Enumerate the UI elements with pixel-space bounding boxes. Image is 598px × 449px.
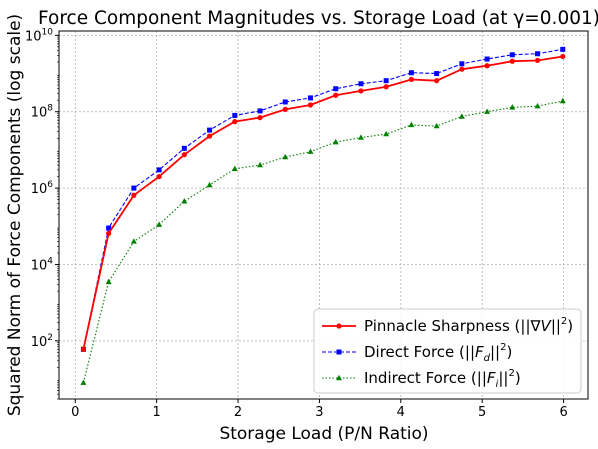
data-point — [408, 121, 415, 128]
data-point — [282, 153, 289, 160]
y-axis-ticks: 102 104 106 108 1010 — [25, 27, 59, 400]
data-point — [408, 70, 414, 76]
y-tick-label: 106 — [31, 180, 54, 197]
data-point — [535, 51, 541, 57]
data-point — [207, 127, 213, 133]
data-point — [383, 84, 389, 90]
data-point — [357, 134, 364, 140]
legend-marker — [336, 349, 342, 355]
data-point — [459, 66, 465, 72]
data-point — [484, 56, 490, 62]
data-point — [358, 88, 364, 94]
legend-label: Pinnacle Sharpness (||∇V||2) — [364, 316, 573, 335]
data-point — [458, 113, 465, 119]
legend-label: Direct Force (||Fd||2) — [364, 342, 512, 364]
data-point — [231, 165, 238, 172]
data-point — [459, 61, 465, 67]
data-point — [156, 221, 163, 227]
series-pinnacle-sharpness — [80, 53, 566, 352]
data-point — [509, 52, 515, 58]
data-point — [156, 174, 162, 180]
data-point — [80, 379, 87, 385]
y-axis-label: Squared Norm of Force Components (log sc… — [5, 14, 25, 416]
y-tick-label: 1010 — [25, 27, 53, 44]
data-point — [181, 145, 187, 151]
x-tick-label: 4 — [397, 405, 405, 420]
data-point — [358, 81, 364, 87]
data-point — [333, 92, 339, 98]
data-point — [307, 102, 314, 108]
data-point — [433, 122, 440, 129]
data-point — [509, 58, 515, 64]
legend-marker — [336, 323, 342, 329]
data-point — [106, 230, 112, 237]
x-tick-label: 0 — [71, 405, 79, 420]
data-point — [257, 108, 263, 114]
data-point — [206, 181, 213, 188]
data-point — [232, 119, 238, 125]
data-point — [560, 46, 566, 52]
data-point — [484, 63, 490, 69]
data-point — [307, 148, 314, 154]
data-point — [509, 104, 516, 110]
data-point — [130, 238, 137, 244]
series-indirect-force — [80, 97, 566, 385]
data-point — [333, 86, 339, 92]
data-point — [534, 57, 541, 64]
data-point — [332, 138, 339, 145]
data-point — [408, 76, 414, 83]
data-point — [131, 192, 137, 198]
x-tick-label: 1 — [153, 405, 161, 420]
series-line — [82, 48, 563, 350]
data-point — [131, 185, 137, 191]
data-point — [383, 130, 390, 137]
data-point — [232, 112, 238, 118]
data-point — [206, 133, 213, 139]
data-point — [80, 346, 87, 352]
x-tick-label: 3 — [315, 405, 323, 420]
data-point — [105, 278, 112, 285]
x-axis-ticks: 0 1 2 3 4 5 6 — [71, 399, 568, 420]
data-point — [484, 108, 491, 114]
y-tick-label: 102 — [31, 333, 53, 350]
series-group — [80, 46, 566, 385]
data-point — [383, 78, 389, 84]
x-tick-label: 2 — [234, 405, 242, 420]
x-tick-label: 5 — [478, 405, 486, 420]
legend-label: Indirect Force (||Fi||2) — [364, 368, 521, 390]
x-axis-label: Storage Load (P/N Ratio) — [219, 424, 428, 444]
series-line — [82, 100, 563, 383]
data-point — [307, 95, 313, 101]
data-point — [559, 97, 566, 104]
data-point — [257, 115, 263, 121]
y-tick-label: 104 — [31, 256, 54, 273]
data-point — [257, 161, 264, 168]
data-point — [534, 102, 541, 109]
x-tick-label: 6 — [559, 405, 567, 420]
data-point — [434, 78, 440, 84]
series-direct-force — [80, 46, 566, 352]
legend: Pinnacle Sharpness (||∇V||2) Direct Force… — [313, 308, 582, 394]
legend-marker — [336, 374, 342, 381]
data-point — [106, 225, 112, 231]
plot-frame — [58, 30, 589, 400]
chart-title: Force Component Magnitudes vs. Storage L… — [38, 8, 598, 29]
data-point — [156, 167, 162, 173]
data-point — [282, 99, 288, 105]
data-point — [181, 198, 188, 204]
series-line — [82, 55, 563, 350]
y-tick-label: 108 — [31, 104, 54, 121]
data-point — [560, 53, 566, 60]
data-point — [181, 152, 187, 158]
legend-box — [313, 308, 582, 394]
data-point — [282, 106, 288, 113]
data-point — [434, 71, 440, 77]
